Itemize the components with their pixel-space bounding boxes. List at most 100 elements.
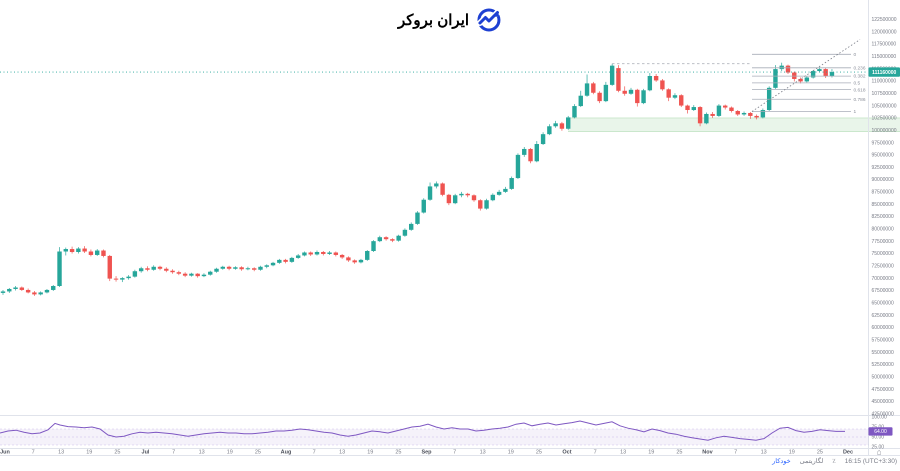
log-scale-button[interactable]: لگاریتمی (799, 458, 824, 465)
candle (679, 95, 684, 106)
candle (760, 110, 766, 118)
candle (321, 251, 326, 254)
candle (653, 75, 659, 81)
fib-level-label: 1 (854, 109, 857, 115)
candle (704, 113, 709, 124)
candle (107, 255, 112, 279)
candle (622, 90, 627, 94)
candle (151, 266, 156, 270)
price-tick-label: 72500000 (872, 264, 894, 270)
time-tick-label: Sep (421, 450, 432, 456)
time-tick-label: 19 (508, 450, 514, 456)
candle (829, 72, 835, 77)
price-axis[interactable]: 1225000001200000001175000001150000001125… (872, 17, 897, 417)
candle (597, 92, 602, 102)
candle (503, 188, 508, 192)
price-tick-label: 120000000 (872, 29, 897, 35)
candle (666, 89, 671, 98)
price-tick-label: 47500000 (872, 387, 894, 393)
candle (208, 271, 213, 275)
candle (358, 259, 364, 263)
candle (452, 195, 458, 204)
time-tick-label: Oct (562, 450, 571, 456)
percent-scale-button[interactable]: ٪ (832, 458, 836, 465)
candle (308, 252, 313, 255)
candle (352, 260, 357, 263)
go-to-realtime-icon[interactable]: ⌂ (877, 448, 882, 457)
time-tick-label: 7 (734, 450, 737, 456)
time-tick-label: 25 (817, 450, 823, 456)
price-tick-label: 67500000 (872, 288, 894, 294)
candle (496, 191, 502, 195)
candle (170, 270, 175, 273)
candle (534, 144, 539, 162)
rsi-tick-label: 50.00 (872, 435, 885, 441)
price-tick-label: 122500000 (872, 17, 897, 23)
candle (390, 239, 395, 241)
candle (252, 268, 257, 270)
time-tick-label: 7 (453, 450, 456, 456)
candle (57, 251, 62, 287)
price-tick-label: 65000000 (872, 300, 894, 306)
candle (427, 186, 433, 200)
candle (7, 288, 12, 292)
candle (647, 75, 653, 91)
candle (735, 110, 740, 115)
candle (346, 257, 351, 261)
candle (38, 292, 43, 295)
time-tick-label: 7 (313, 450, 316, 456)
candle (522, 148, 527, 155)
candle (371, 241, 376, 252)
time-tick-label: 13 (58, 450, 64, 456)
time-tick-label: 13 (480, 450, 486, 456)
candle (817, 69, 822, 72)
candle (691, 107, 696, 111)
candle (176, 272, 182, 274)
candle (377, 237, 382, 242)
candle (264, 265, 269, 267)
brand-name: ایران بروکر (397, 12, 470, 29)
price-tick-label: 62500000 (872, 313, 894, 319)
price-tick-label: 92500000 (872, 165, 894, 171)
candle (239, 267, 244, 270)
price-tick-label: 110000000 (872, 79, 897, 85)
price-tick-label: 50000000 (872, 374, 894, 380)
fib-level-label: 0.5 (854, 80, 861, 86)
candle (396, 235, 401, 241)
candle (365, 251, 370, 260)
price-tick-label: 82500000 (872, 214, 894, 220)
candle (333, 252, 339, 255)
pane-separators (0, 0, 900, 456)
candle (729, 107, 734, 111)
candle (132, 271, 138, 277)
candle (540, 134, 546, 145)
price-tick-label: 102500000 (872, 116, 897, 122)
candle (440, 183, 445, 195)
clock-label[interactable]: 16:15 (UTC+3:30) (844, 457, 897, 465)
candle (88, 251, 94, 255)
candle (566, 117, 571, 129)
candle (295, 255, 301, 258)
time-tick-label: 19 (227, 450, 233, 456)
price-tick-label: 95000000 (872, 153, 894, 159)
candle (270, 262, 276, 266)
candle (69, 249, 75, 252)
time-tick-label: 19 (86, 450, 92, 456)
current-price-badge: 111160000 (868, 67, 900, 77)
auto-scale-button[interactable]: خودکار (772, 458, 791, 465)
svg-text:111160000: 111160000 (872, 70, 896, 76)
price-tick-label: 77500000 (872, 239, 894, 245)
candle (113, 278, 119, 280)
candle (723, 105, 728, 108)
candle (553, 123, 558, 127)
price-tick-label: 60000000 (872, 325, 894, 331)
candle (327, 252, 332, 254)
rsi-line (0, 420, 845, 441)
candle (785, 65, 791, 73)
time-axis[interactable]: Jun 7 13 19 25 Jul 7 13 19 25 Aug 7 13 19 25 Sep 7 13 19 25… (0, 450, 853, 456)
candle (95, 250, 100, 255)
candle (490, 194, 496, 201)
